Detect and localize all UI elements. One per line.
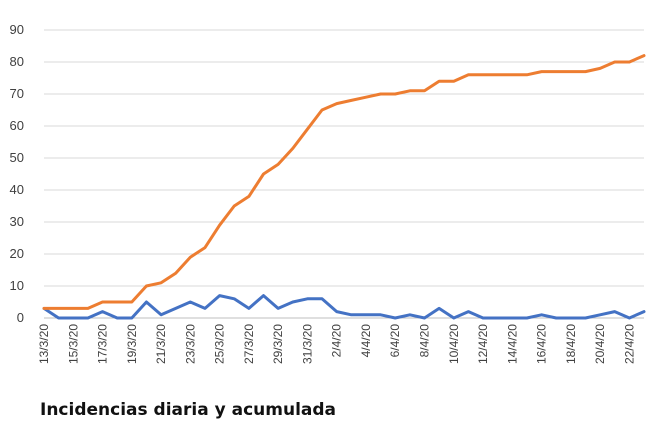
y-tick-label: 90 bbox=[10, 22, 24, 37]
x-tick-label: 2/4/20 bbox=[330, 324, 344, 358]
x-tick-label: 25/3/20 bbox=[213, 324, 227, 364]
x-tick-label: 16/4/20 bbox=[535, 324, 549, 364]
series-lines bbox=[42, 54, 646, 320]
x-tick-label: 22/4/20 bbox=[622, 324, 636, 364]
chart-title: Incidencias diaria y acumulada bbox=[40, 400, 337, 420]
x-tick-label: 17/3/20 bbox=[96, 324, 110, 364]
x-tick-label: 27/3/20 bbox=[242, 324, 256, 364]
y-tick-label: 70 bbox=[10, 86, 24, 101]
y-tick-label: 10 bbox=[10, 278, 24, 293]
y-tick-label: 30 bbox=[10, 214, 24, 229]
x-tick-label: 14/4/20 bbox=[505, 324, 519, 364]
x-tick-label: 20/4/20 bbox=[593, 324, 607, 364]
x-tick-label: 21/3/20 bbox=[154, 324, 168, 364]
x-tick-label: 18/4/20 bbox=[564, 324, 578, 364]
y-tick-label: 60 bbox=[10, 118, 24, 133]
x-axis-tick-labels: 13/3/20 15/3/20 17/3/20 19/3/20 21/3/20 23/3/… bbox=[37, 324, 636, 364]
x-tick-label: 6/4/20 bbox=[388, 324, 402, 358]
x-tick-label: 23/3/20 bbox=[183, 324, 197, 364]
x-tick-label: 4/4/20 bbox=[359, 324, 373, 358]
series-line-1 bbox=[42, 294, 646, 320]
x-tick-label: 8/4/20 bbox=[417, 324, 431, 358]
x-tick-label: 31/3/20 bbox=[300, 324, 314, 364]
x-tick-label: 10/4/20 bbox=[447, 324, 461, 364]
x-tick-label: 29/3/20 bbox=[271, 324, 285, 364]
series-line-2 bbox=[42, 54, 646, 310]
y-tick-label: 80 bbox=[10, 54, 24, 69]
y-axis-tick-labels: 0 10 20 30 40 50 60 70 80 90 bbox=[10, 22, 24, 325]
x-tick-label: 13/3/20 bbox=[37, 324, 51, 364]
y-tick-label: 0 bbox=[17, 310, 24, 325]
y-tick-label: 20 bbox=[10, 246, 24, 261]
x-tick-label: 19/3/20 bbox=[125, 324, 139, 364]
x-tick-label: 15/3/20 bbox=[66, 324, 80, 364]
x-tick-label: 12/4/20 bbox=[476, 324, 490, 364]
y-tick-label: 40 bbox=[10, 182, 24, 197]
gridlines bbox=[44, 29, 644, 319]
y-tick-label: 50 bbox=[10, 150, 24, 165]
